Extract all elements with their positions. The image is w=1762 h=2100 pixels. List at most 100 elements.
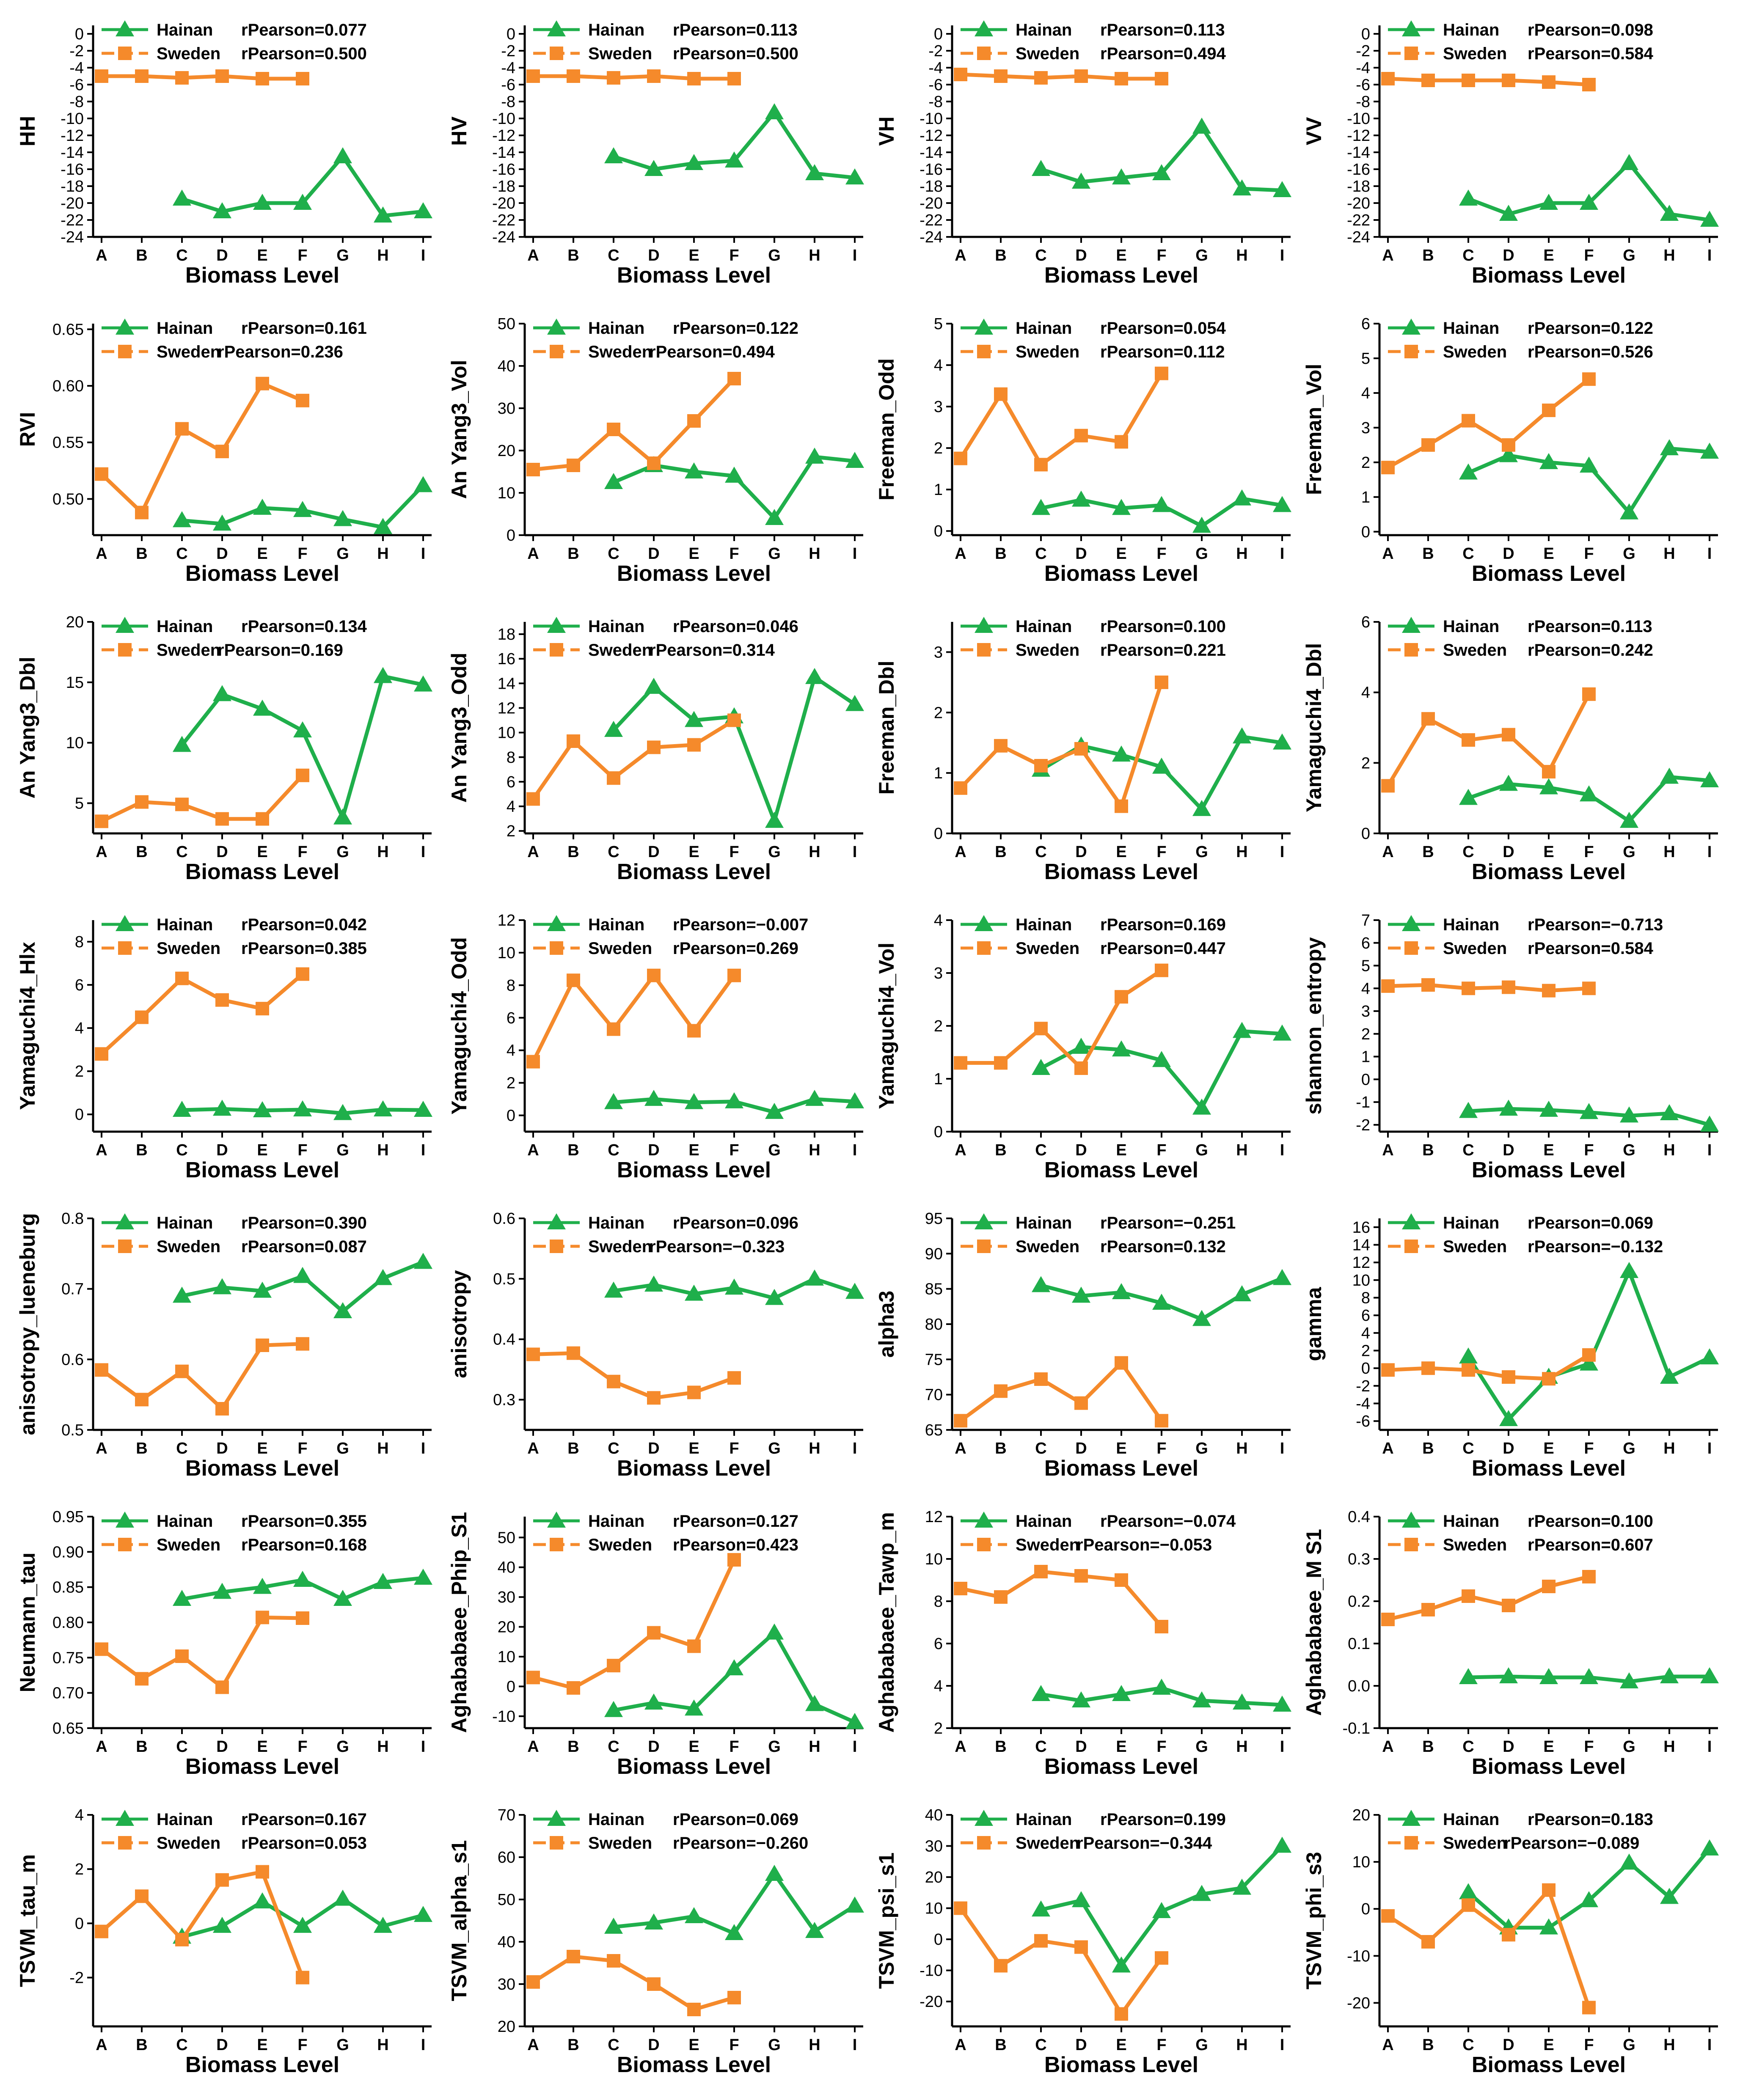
hainan-point [173, 190, 191, 206]
sweden-point [1502, 74, 1515, 87]
x-tick-label: I [1707, 1738, 1712, 1756]
hainan-point [1459, 463, 1478, 480]
hainan-point [173, 1286, 191, 1303]
y-tick-label: -14 [492, 144, 515, 162]
hainan-point [765, 1623, 784, 1640]
sweden-point [1381, 1909, 1395, 1923]
legend-triangle-icon [1402, 617, 1421, 633]
y-tick-label: -24 [1347, 228, 1370, 246]
x-tick-label: A [527, 2036, 539, 2054]
sweden-point [296, 768, 309, 782]
hainan-point [1539, 453, 1558, 469]
x-tick-label: C [1462, 1141, 1474, 1159]
y-tick-label: -4 [69, 59, 84, 77]
y-tick-label: 0.50 [52, 490, 84, 508]
x-tick-label: D [1075, 545, 1087, 563]
legend-triangle-icon [547, 617, 566, 633]
x-tick-label: H [809, 545, 820, 563]
hainan-point [1580, 1891, 1598, 1908]
sweden-point [135, 69, 149, 83]
hainan-point [414, 675, 432, 692]
hainan-point [1459, 789, 1478, 805]
hainan-point [1660, 1104, 1679, 1120]
hainan-point [604, 1281, 623, 1298]
x-tick-label: A [527, 1440, 539, 1457]
y-axis-title: Yamaguchi4_Vol [875, 943, 898, 1109]
x-tick-label: G [768, 1738, 781, 1756]
x-tick-label: H [377, 247, 388, 264]
hainan-point [1620, 1672, 1638, 1688]
legend-square-icon [118, 643, 132, 657]
x-tick-label: B [1422, 545, 1434, 563]
hainan-point [604, 1918, 623, 1934]
x-tick-label: H [1663, 843, 1675, 861]
sweden-point [1034, 1934, 1048, 1948]
x-tick-label: G [1195, 843, 1208, 861]
y-tick-label: 12 [498, 699, 515, 717]
sweden-point [1502, 1370, 1515, 1384]
sweden-point [256, 1339, 269, 1352]
sweden-point [1421, 1603, 1435, 1616]
x-tick-label: C [1462, 545, 1474, 563]
legend-square-icon [550, 1538, 563, 1551]
y-tick-label: 85 [925, 1281, 943, 1298]
series-line-sweden [959, 372, 1163, 467]
sweden-point [1502, 728, 1515, 742]
legend-triangle-icon [116, 1213, 134, 1229]
x-tick-label: G [768, 545, 781, 563]
y-tick-label: 0 [1361, 523, 1370, 541]
x-tick-label: H [1236, 2036, 1247, 2054]
sweden-point [296, 393, 309, 407]
x-tick-label: E [688, 2036, 699, 2054]
sweden-point [1582, 2001, 1596, 2015]
sweden-point [1074, 1940, 1088, 1954]
legend-rpearson: rPearson=0.113 [1528, 617, 1652, 636]
y-tick-label: 2 [1361, 754, 1370, 772]
y-tick-label: -10 [492, 1708, 515, 1726]
sweden-point [1155, 1951, 1168, 1965]
y-tick-label: 20 [498, 442, 515, 460]
sweden-point [215, 812, 229, 826]
legend-triangle-icon [975, 1512, 993, 1528]
hainan-point [1539, 1668, 1558, 1684]
sweden-point [1381, 1613, 1395, 1626]
x-tick-label: D [1503, 545, 1514, 563]
x-tick-label: D [216, 2036, 228, 2054]
y-axis-title: Freeman_Vol [1302, 364, 1326, 495]
sweden-point [1542, 1883, 1556, 1897]
x-tick-label: G [336, 545, 349, 563]
sweden-point [727, 1371, 741, 1385]
legend-rpearson: rPearson=0.236 [217, 343, 343, 361]
hainan-point [293, 194, 312, 210]
sweden-point [1462, 1589, 1475, 1603]
legend-rpearson: rPearson=0.122 [1528, 319, 1653, 338]
x-tick-label: A [955, 247, 966, 264]
y-tick-label: 8 [934, 1593, 943, 1611]
x-axis-title: Biomass Level [1044, 2053, 1198, 2077]
x-axis-title: Biomass Level [1044, 1456, 1198, 1481]
legend-rpearson: rPearson=0.584 [1528, 939, 1654, 958]
hainan-point [253, 1101, 272, 1117]
hainan-point [805, 668, 824, 684]
legend-label: Sweden [1443, 44, 1507, 63]
legend-rpearson: rPearson=0.494 [649, 343, 775, 361]
x-tick-label: C [1035, 1141, 1046, 1159]
hainan-point [333, 808, 352, 825]
y-axis-title: anisotropy_lueneburg [16, 1213, 39, 1435]
x-tick-label: A [1382, 2036, 1393, 2054]
legend-rpearson: rPearson=0.122 [673, 319, 798, 338]
x-tick-label: F [729, 843, 739, 861]
hainan-point [1660, 1888, 1679, 1904]
legend-rpearson: rPearson=0.132 [1100, 1237, 1226, 1256]
sweden-point [727, 713, 741, 727]
hainan-point [213, 1583, 231, 1599]
x-tick-label: H [1663, 1738, 1675, 1756]
sweden-point [954, 781, 967, 795]
y-tick-label: 30 [925, 1838, 943, 1855]
y-tick-label: 4 [934, 1677, 943, 1695]
x-tick-label: F [729, 247, 739, 264]
legend-square-icon [118, 47, 132, 60]
x-tick-label: E [688, 1738, 699, 1756]
hainan-point [253, 194, 272, 210]
y-tick-label: 0 [507, 527, 515, 544]
